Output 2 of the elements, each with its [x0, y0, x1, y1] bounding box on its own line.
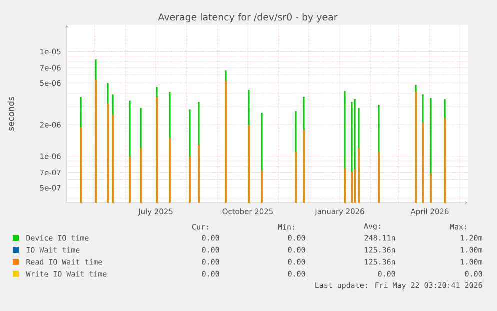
y-axis-title: seconds [8, 97, 14, 131]
chart-title: Average latency for /dev/sr0 - by year [158, 13, 338, 23]
